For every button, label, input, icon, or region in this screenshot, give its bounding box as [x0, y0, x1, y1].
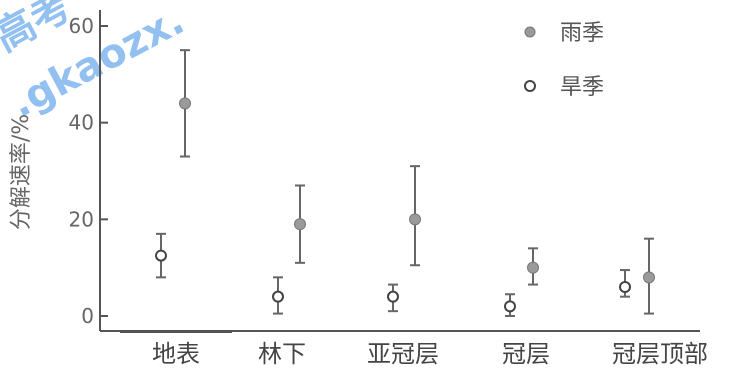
- legend-label-dry: 旱季: [560, 75, 604, 100]
- y-tick-label: 40: [69, 111, 94, 135]
- category-label: 林下: [258, 340, 306, 368]
- category-labels: 地表 林下 亚冠层 冠层 冠层顶部: [152, 340, 708, 368]
- rainy-season-point: [409, 213, 421, 226]
- legend-label-rainy: 雨季: [560, 21, 604, 46]
- dry-season-point-group: [155, 232, 167, 279]
- dry-season-point: [272, 290, 284, 303]
- category-label: 冠层: [502, 340, 550, 368]
- dry-season-point-group: [619, 269, 631, 298]
- watermark: 高考 .gkaozx.: [0, 0, 192, 127]
- y-tick-label: 0: [81, 304, 94, 328]
- rainy-season-point: [527, 261, 539, 274]
- category-label: 冠层顶部: [612, 340, 708, 368]
- dry-season-point-group: [504, 293, 516, 317]
- rainy-season-point: [179, 97, 191, 110]
- y-axis-title: 分解速率/%: [9, 114, 34, 230]
- y-ticks: 0 20 40 60: [69, 14, 108, 328]
- dry-season-point: [387, 290, 399, 303]
- y-tick-label: 20: [69, 207, 94, 231]
- legend-marker-dry: [524, 80, 536, 92]
- y-tick-label: 60: [69, 14, 94, 38]
- rainy-season-point: [643, 271, 655, 284]
- rainy-season-point-group: [409, 165, 421, 267]
- dry-season-point-group: [272, 276, 284, 315]
- rainy-season-point-group: [643, 237, 655, 315]
- data-marks: [155, 49, 655, 317]
- legend-marker-rainy: [524, 26, 536, 38]
- rainy-season-point-group: [527, 247, 539, 286]
- rainy-season-point-group: [294, 184, 306, 264]
- dry-season-point: [504, 300, 516, 313]
- category-label: 亚冠层: [367, 340, 439, 368]
- category-label: 地表: [152, 340, 200, 368]
- dry-season-point: [155, 249, 167, 262]
- dry-season-point: [619, 281, 631, 293]
- legend: 雨季 旱季: [524, 21, 604, 100]
- dry-season-point-group: [387, 283, 399, 313]
- rainy-season-point: [294, 218, 306, 231]
- rainy-season-point-group: [179, 49, 191, 158]
